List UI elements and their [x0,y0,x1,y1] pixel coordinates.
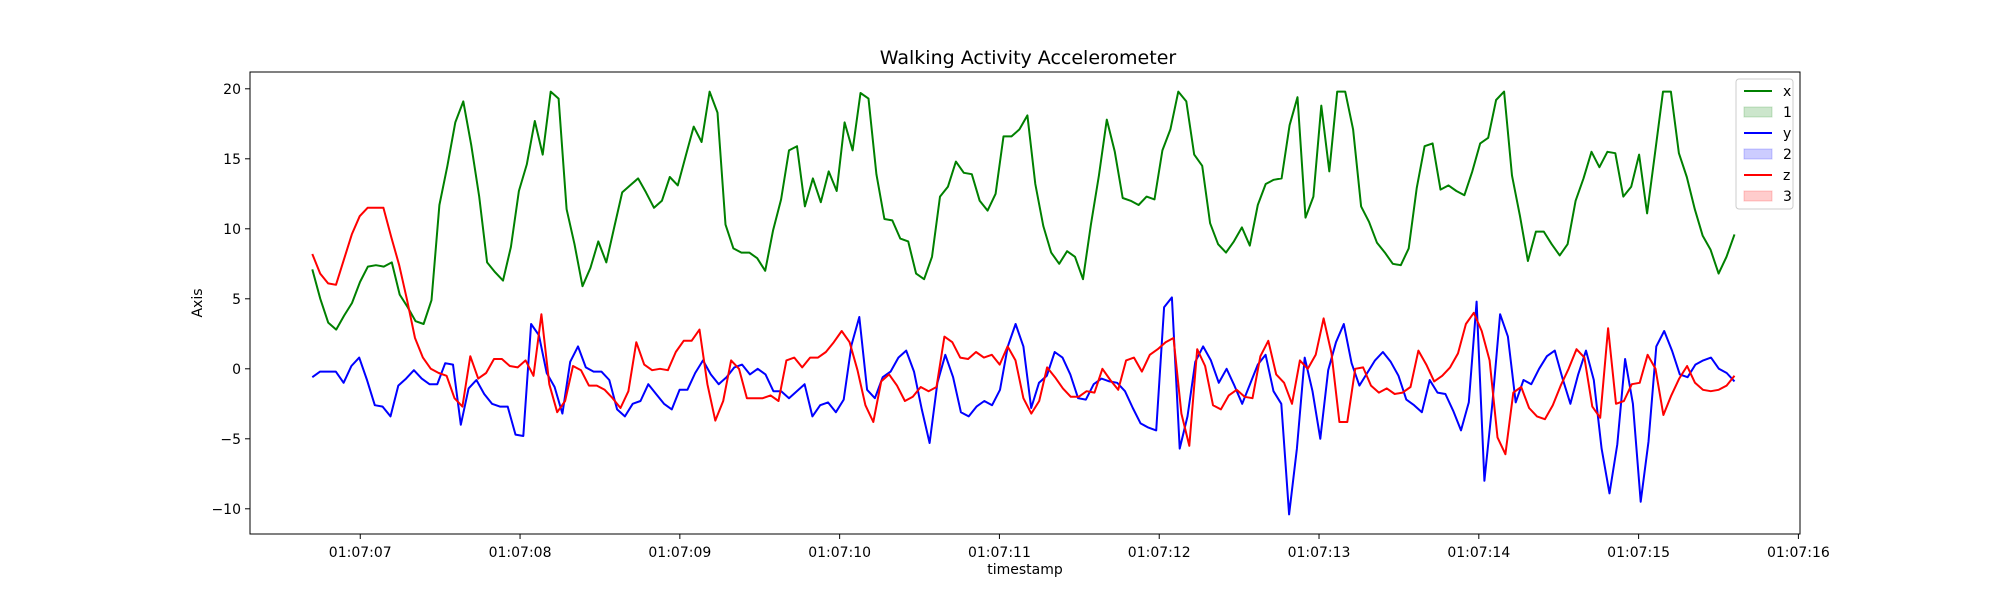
legend-label-2: 2 [1783,147,1792,163]
legend-label-x: x [1783,84,1791,100]
x-axis-label: timestamp [987,562,1063,578]
y-tick-label: 15 [223,152,241,168]
legend-swatch-2 [1743,148,1773,160]
chart-title: Walking Activity Accelerometer [880,47,1177,69]
x-tick-label: 01:07:15 [1607,545,1670,561]
legend-label-1: 1 [1783,105,1792,121]
legend-label-z: z [1783,168,1790,184]
y-tick-label: 0 [232,362,241,378]
legend-label-3: 3 [1783,189,1792,205]
legend: x 1 y 2 z 3 [1735,78,1794,210]
x-axis: 01:07:07 01:07:08 01:07:09 01:07:10 01:07:11… [329,534,1830,561]
y-tick-label: −10 [211,502,241,518]
legend-label-y: y [1783,126,1791,142]
x-tick-label: 01:07:11 [968,545,1031,561]
plot-lines [311,90,1736,516]
x-tick-label: 01:07:14 [1447,545,1510,561]
series-line-z [311,206,1736,456]
x-tick-label: 01:07:08 [489,545,552,561]
series-line-y [311,296,1736,516]
y-axis-label: Axis [190,288,206,317]
legend-box [1735,78,1794,210]
y-tick-label: −5 [220,432,241,448]
x-tick-label: 01:07:13 [1288,545,1351,561]
series-line-x [311,90,1736,331]
legend-swatch-1 [1743,106,1773,118]
x-tick-label: 01:07:10 [808,545,871,561]
y-tick-label: 10 [223,222,241,238]
plot-frame [249,71,1801,535]
y-tick-label: 5 [232,292,241,308]
y-axis: 20 15 10 5 0 −5 −10 [211,82,250,518]
x-tick-label: 01:07:09 [648,545,711,561]
y-tick-label: 20 [223,82,241,98]
x-tick-label: 01:07:16 [1767,545,1830,561]
legend-swatch-3 [1743,190,1773,202]
x-tick-label: 01:07:12 [1128,545,1191,561]
x-tick-label: 01:07:07 [329,545,392,561]
